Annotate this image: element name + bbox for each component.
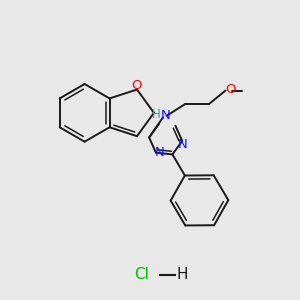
Text: O: O [225,83,236,97]
Text: O: O [132,80,142,92]
Text: Cl: Cl [134,267,148,282]
Text: N: N [177,138,187,151]
Text: H: H [152,108,161,122]
Text: H: H [177,267,188,282]
Text: N: N [154,146,164,159]
Text: N: N [161,109,171,122]
